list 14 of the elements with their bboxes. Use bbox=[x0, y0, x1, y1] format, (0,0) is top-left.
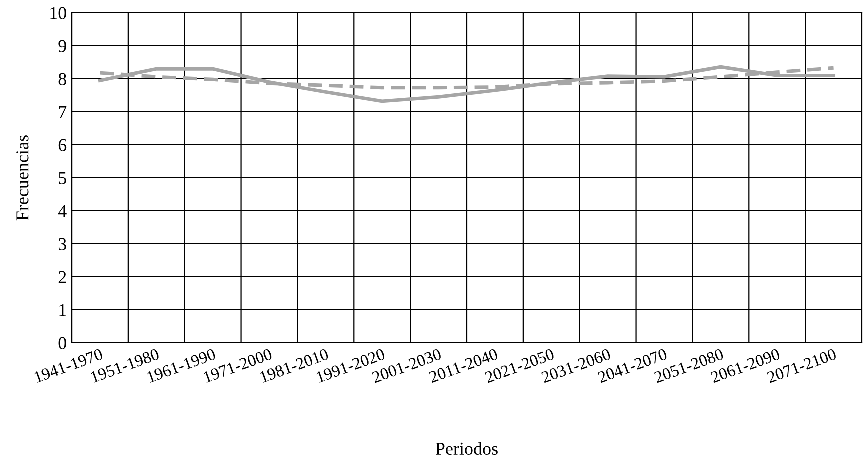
y-tick-label: 5 bbox=[59, 172, 66, 184]
y-tick-label: 10 bbox=[50, 7, 66, 20]
y-tick-label: 6 bbox=[58, 139, 67, 152]
y-axis-title: Frecuencias bbox=[16, 136, 29, 221]
y-tick-label: 7 bbox=[59, 106, 67, 118]
y-tick-label: 9 bbox=[58, 40, 66, 52]
line-series bbox=[98, 65, 836, 104]
x-axis-title: Periodos bbox=[436, 442, 498, 456]
y-tick-label: 0 bbox=[58, 337, 66, 350]
y-tick-label: 4 bbox=[58, 205, 67, 218]
y-tick-label: 8 bbox=[58, 73, 66, 86]
y-tick-label: 3 bbox=[58, 238, 66, 250]
y-tick-label: 1 bbox=[60, 304, 66, 316]
y-tick-label: 2 bbox=[58, 271, 66, 284]
